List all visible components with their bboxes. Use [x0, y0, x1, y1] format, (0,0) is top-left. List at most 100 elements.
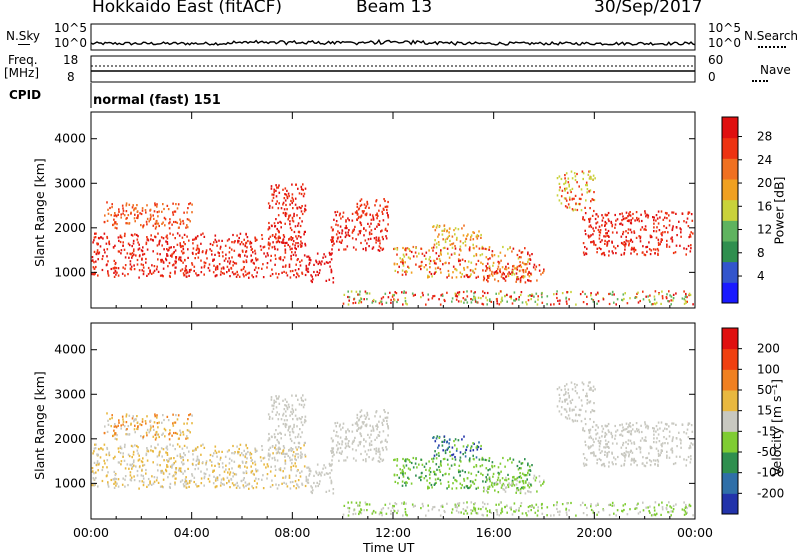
- velocity-echo-cell: [146, 447, 148, 450]
- power-echo-cell: [496, 297, 498, 301]
- power-echo-cell: [397, 298, 399, 301]
- velocity-echo-cell: [368, 436, 371, 439]
- power-echo-cell: [298, 231, 301, 234]
- velocity-echo-cell: [133, 479, 136, 482]
- power-echo-cell: [110, 267, 113, 271]
- power-echo-cell: [327, 261, 329, 264]
- velocity-echo-cell: [291, 458, 293, 461]
- power-echo-cell: [438, 243, 440, 246]
- power-echo-cell: [288, 216, 290, 219]
- velocity-echo-cell: [510, 508, 512, 511]
- velocity-echo-cell: [495, 503, 497, 506]
- velocity-echo-cell: [464, 451, 467, 454]
- power-echo-cell: [150, 215, 152, 218]
- power-echo-cell: [182, 261, 184, 264]
- power-echo-cell: [124, 267, 126, 270]
- power-echo-cell: [257, 267, 260, 270]
- velocity-echo-cell: [360, 452, 362, 456]
- velocity-echo-cell: [654, 463, 656, 466]
- power-echo-cell: [285, 264, 287, 267]
- power-echo-cell: [690, 247, 692, 250]
- power-echo-cell: [622, 233, 624, 236]
- station-title: Hokkaido East (fitACF): [92, 0, 283, 17]
- velocity-echo-cell: [282, 449, 285, 452]
- power-echo-cell: [331, 244, 334, 247]
- power-echo-cell: [309, 258, 312, 262]
- power-echo-cell: [211, 253, 213, 256]
- power-echo-cell: [330, 239, 332, 242]
- power-echo-cell: [482, 279, 485, 282]
- velocity-echo-cell: [692, 514, 694, 517]
- power-echo-cell: [179, 218, 181, 221]
- velocity-echo-cell: [167, 476, 169, 479]
- power-echo-cell: [118, 239, 120, 242]
- velocity-echo-cell: [338, 451, 341, 454]
- velocity-echo-cell: [657, 454, 660, 457]
- velocity-echo-cell: [510, 506, 512, 509]
- velocity-echo-cell: [283, 419, 286, 422]
- velocity-echo-cell: [436, 435, 439, 438]
- velocity-echo-cell: [533, 474, 536, 477]
- velocity-echo-cell: [268, 417, 271, 420]
- nsky-label-underline: [18, 44, 30, 45]
- power-echo-cell: [351, 212, 354, 215]
- velocity-echo-cell: [115, 477, 118, 481]
- power-echo-cell: [519, 269, 521, 272]
- power-echo-cell: [331, 240, 333, 243]
- velocity-echo-cell: [360, 426, 362, 429]
- velocity-echo-cell: [122, 423, 124, 426]
- power-echo-cell: [345, 219, 347, 222]
- velocity-echo-cell: [627, 451, 629, 454]
- power-echo-cell: [684, 299, 687, 302]
- power-echo-cell: [157, 232, 159, 235]
- power-echo-cell: [107, 272, 109, 275]
- velocity-echo-cell: [120, 463, 122, 466]
- velocity-echo-cell: [235, 486, 238, 489]
- power-echo-cell: [121, 272, 124, 275]
- power-echo-cell: [665, 212, 668, 215]
- power-echo-cell: [241, 249, 244, 252]
- velocity-echo-cell: [356, 429, 358, 432]
- power-echo-cell: [357, 233, 360, 236]
- velocity-echo-cell: [238, 451, 240, 454]
- velocity-echo-cell: [113, 482, 115, 485]
- power-echo-cell: [216, 267, 219, 271]
- power-echo-cell: [275, 272, 277, 275]
- power-echo-cell: [296, 207, 299, 210]
- velocity-echo-cell: [600, 464, 603, 467]
- velocity-echo-cell: [114, 423, 116, 426]
- power-echo-cell: [608, 302, 611, 306]
- power-echo-cell: [148, 220, 150, 223]
- power-echo-cell: [488, 265, 491, 268]
- velocity-echo-cell: [364, 424, 367, 427]
- power-echo-cell: [173, 210, 176, 213]
- velocity-echo-cell: [338, 459, 340, 462]
- velocity-echo-cell: [541, 512, 544, 515]
- velocity-echo-cell: [516, 489, 518, 492]
- velocity-echo-cell: [668, 425, 670, 428]
- power-echo-cell: [507, 274, 510, 278]
- velocity-echo-cell: [149, 424, 152, 427]
- velocity-echo-cell: [333, 453, 335, 456]
- power-echo-cell: [97, 274, 99, 277]
- velocity-echo-cell: [107, 471, 109, 474]
- power-echo-cell: [125, 202, 128, 205]
- velocity-echo-cell: [116, 438, 118, 441]
- power-echo-cell: [519, 261, 521, 264]
- velocity-echo-cell: [111, 417, 113, 420]
- velocity-echo-cell: [685, 458, 688, 462]
- power-echo-cell: [611, 223, 614, 227]
- velocity-echo-cell: [504, 505, 506, 508]
- velocity-echo-cell: [667, 442, 669, 445]
- velocity-echo-cell: [448, 473, 450, 476]
- velocity-echo-cell: [634, 460, 637, 463]
- velocity-echo-cell: [613, 504, 615, 507]
- power-echo-cell: [146, 248, 149, 251]
- velocity-echo-cell: [633, 442, 636, 445]
- velocity-echo-cell: [594, 428, 597, 432]
- velocity-echo-cell: [340, 428, 342, 431]
- velocity-echo-cell: [267, 465, 269, 468]
- power-echo-cell: [124, 274, 126, 277]
- power-echo-cell: [629, 221, 632, 225]
- power-echo-cell: [638, 235, 640, 238]
